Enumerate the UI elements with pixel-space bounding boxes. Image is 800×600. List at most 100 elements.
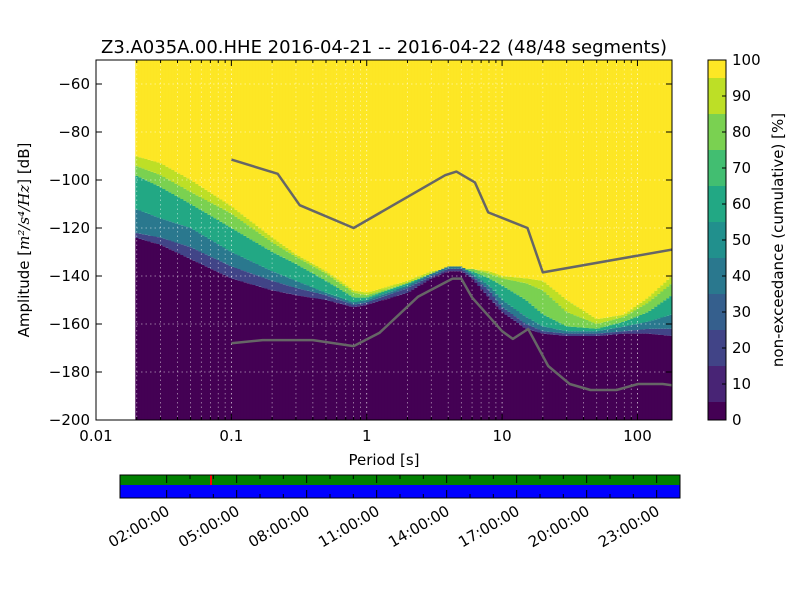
heatmap-cell <box>201 187 205 199</box>
heatmap-cell <box>411 281 415 283</box>
heatmap-cell <box>231 266 235 279</box>
heatmap-cell <box>318 290 322 294</box>
heatmap-cell <box>615 331 619 335</box>
heatmap-cell <box>348 303 352 307</box>
heatmap-cell <box>165 178 169 191</box>
heatmap-cell <box>165 220 169 240</box>
heatmap-cell <box>360 305 364 420</box>
heatmap-cell <box>174 242 178 253</box>
heatmap-cell <box>651 334 655 420</box>
heatmap-cell <box>201 198 205 212</box>
heatmap-cell <box>378 60 382 289</box>
heatmap-cell <box>645 328 649 334</box>
colorbar-bin <box>708 150 726 186</box>
heatmap-cell <box>198 209 202 234</box>
heatmap-cell <box>219 261 223 274</box>
heatmap-cell <box>558 329 562 333</box>
heatmap-cell <box>246 272 250 284</box>
heatmap-cell <box>441 273 445 420</box>
heatmap-cell <box>573 305 577 316</box>
heatmap-cell <box>270 60 274 238</box>
heatmap-cell <box>657 293 661 305</box>
availability-tick-label: 14:00:00 <box>385 502 452 551</box>
heatmap-cell <box>255 264 259 276</box>
heatmap-cell <box>420 284 424 420</box>
heatmap-cell <box>552 300 556 320</box>
heatmap-cell <box>396 291 400 296</box>
heatmap-cell <box>252 241 256 263</box>
heatmap-cell <box>630 309 634 313</box>
heatmap-cell <box>150 215 154 236</box>
heatmap-cell <box>666 60 670 280</box>
heatmap-cell <box>201 235 205 253</box>
heatmap-cell <box>561 333 565 336</box>
heatmap-cell <box>486 60 490 271</box>
heatmap-cell <box>468 270 472 273</box>
heatmap-cell <box>144 169 148 181</box>
heatmap-cell <box>354 306 358 420</box>
heatmap-cell <box>243 235 247 259</box>
heatmap-cell <box>219 221 223 246</box>
heatmap-cell <box>315 268 319 276</box>
heatmap-cell <box>306 297 310 420</box>
heatmap-cell <box>600 335 604 420</box>
heatmap-cell <box>576 316 580 328</box>
heatmap-cell <box>432 270 436 273</box>
heatmap-cell <box>360 297 364 301</box>
heatmap-cell <box>579 317 583 328</box>
heatmap-cell <box>228 60 232 206</box>
heatmap-cell <box>195 262 199 420</box>
heatmap-cell <box>477 286 481 420</box>
heatmap-cell <box>387 288 391 290</box>
heatmap-cell <box>654 319 658 329</box>
heatmap-cell <box>240 234 244 257</box>
heatmap-cell <box>378 291 382 293</box>
heatmap-cell <box>234 60 238 210</box>
heatmap-cell <box>261 266 265 278</box>
heatmap-cell <box>474 269 478 270</box>
heatmap-cell <box>585 331 589 334</box>
heatmap-cell <box>312 292 316 299</box>
heatmap-cell <box>510 318 514 420</box>
heatmap-cell <box>420 278 424 281</box>
heatmap-cell <box>564 60 568 300</box>
heatmap-cell <box>306 285 310 291</box>
heatmap-cell <box>633 324 637 331</box>
heatmap-cell <box>201 252 205 265</box>
heatmap-cell <box>189 192 193 205</box>
heatmap-cell <box>624 333 628 420</box>
heatmap-cell <box>492 275 496 282</box>
heatmap-cell <box>369 301 373 304</box>
heatmap-cell <box>426 275 430 278</box>
heatmap-cell <box>273 60 277 240</box>
heatmap-cell <box>567 301 571 313</box>
colorbar-tick-label: 10 <box>732 375 751 393</box>
heatmap-cell <box>324 280 328 293</box>
heatmap-cell <box>324 60 328 272</box>
heatmap-cell <box>588 333 592 336</box>
heatmap-cell <box>477 269 481 271</box>
heatmap-cell <box>396 60 400 284</box>
heatmap-cell <box>357 60 361 292</box>
heatmap-cell <box>354 290 358 294</box>
heatmap-cell <box>201 60 205 188</box>
heatmap-cell <box>369 296 373 299</box>
x-tick-label: 10 <box>493 427 512 445</box>
heatmap-cell <box>606 321 610 326</box>
heatmap-cell <box>660 335 664 420</box>
heatmap-cell <box>267 289 271 420</box>
heatmap-cell <box>402 286 406 290</box>
heatmap-cell <box>276 245 280 255</box>
heatmap-cell <box>177 185 181 198</box>
heatmap-cell <box>360 300 364 304</box>
heatmap-cell <box>543 315 547 327</box>
heatmap-cell <box>147 181 151 214</box>
ppsd-heatmap <box>135 60 672 420</box>
heatmap-cell <box>222 247 226 263</box>
heatmap-cell <box>279 274 283 284</box>
y-tick-label: −80 <box>58 123 90 141</box>
heatmap-cell <box>636 304 640 309</box>
heatmap-cell <box>222 201 226 210</box>
heatmap-cell <box>285 247 289 252</box>
heatmap-cell <box>621 314 625 318</box>
